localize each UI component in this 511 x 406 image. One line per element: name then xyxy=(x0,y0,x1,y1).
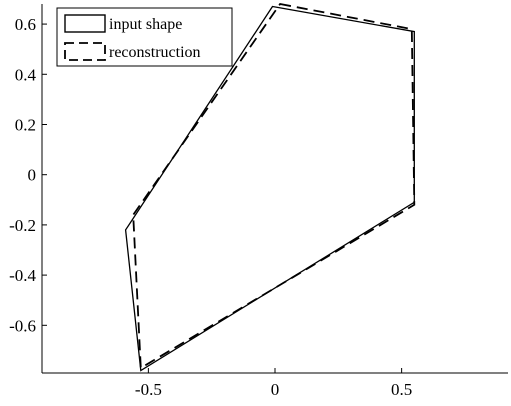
y-tick-label: -0.4 xyxy=(9,266,36,285)
legend: input shape reconstruction xyxy=(56,7,233,67)
y-tick-label: 0.6 xyxy=(15,15,36,34)
x-tick-label: 0 xyxy=(271,380,280,399)
y-tick-label: 0 xyxy=(28,166,37,185)
y-tick-label: -0.6 xyxy=(9,316,36,335)
y-tick-label: -0.2 xyxy=(9,216,36,235)
series-reconstruction xyxy=(132,3,416,370)
x-tick-label: 0.5 xyxy=(391,380,412,399)
series-layer xyxy=(124,3,416,372)
legend-swatch-reconstruction xyxy=(64,42,106,61)
legend-label-reconstruction: reconstruction xyxy=(109,44,201,61)
legend-box xyxy=(56,7,233,67)
y-tick-label: 0.2 xyxy=(15,115,36,134)
legend-label-input-shape: input shape xyxy=(109,16,182,33)
y-tick-label: 0.4 xyxy=(15,65,37,84)
ticks-layer: -0.5 0 0.5 0.6 0.4 0.2 0 -0.2 -0.4 -0.6 xyxy=(9,15,412,399)
legend-swatch-input-shape xyxy=(64,14,106,33)
x-tick-label: -0.5 xyxy=(135,380,162,399)
